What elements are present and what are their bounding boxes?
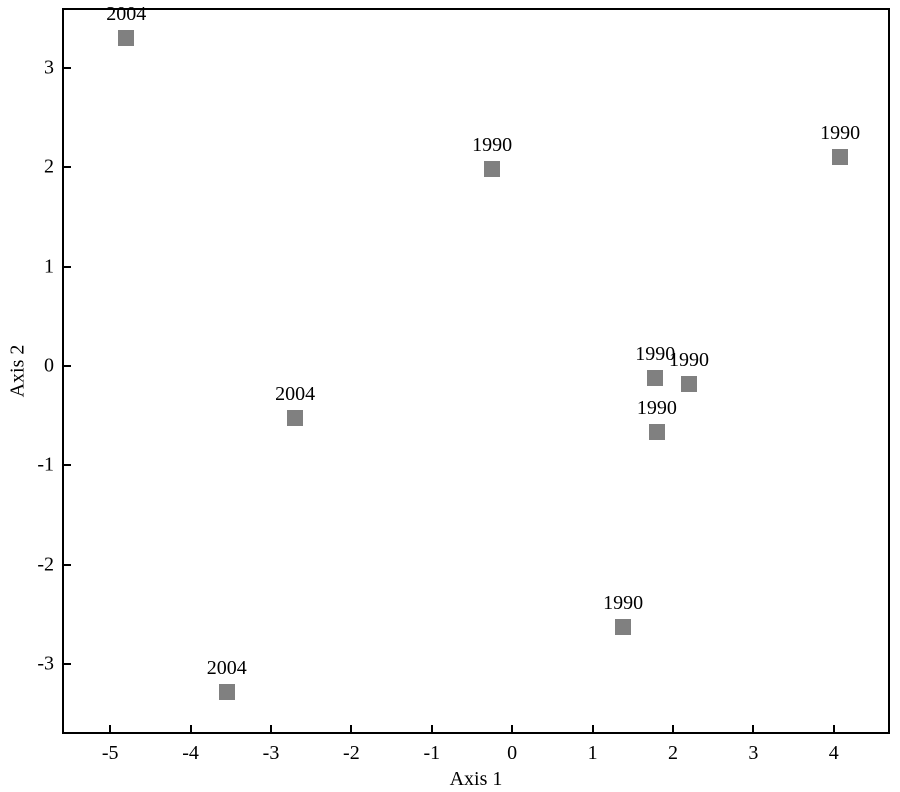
x-tick-label: 4	[829, 742, 839, 765]
x-tick	[672, 725, 674, 734]
y-tick	[62, 365, 71, 367]
x-tick-label: -2	[343, 742, 360, 765]
x-tick-label: 0	[507, 742, 517, 765]
y-tick	[62, 67, 71, 69]
x-tick	[431, 725, 433, 734]
data-point	[484, 161, 500, 177]
x-tick	[109, 725, 111, 734]
y-tick-label: 2	[44, 156, 54, 179]
y-tick-label: 1	[44, 255, 54, 278]
y-tick-label: -1	[37, 454, 54, 477]
x-tick	[190, 725, 192, 734]
x-tick	[511, 725, 513, 734]
x-tick-label: 1	[588, 742, 598, 765]
x-tick-label: -1	[423, 742, 440, 765]
x-tick-label: -3	[263, 742, 280, 765]
x-tick	[592, 725, 594, 734]
data-point-label: 1990	[669, 349, 709, 372]
x-tick-label: 2	[668, 742, 678, 765]
x-tick-label: -5	[102, 742, 119, 765]
x-tick-label: -4	[182, 742, 199, 765]
data-point-label: 2004	[207, 657, 247, 680]
y-tick-label: 0	[44, 355, 54, 378]
data-point	[681, 376, 697, 392]
y-tick	[62, 166, 71, 168]
scatter-chart: -5 -4 -3 -2 -1 0 1 2 3 4 Axis 1 -3 -2 -1 0 1 2 3 Axis 2 200…	[0, 0, 900, 792]
data-point-label: 1990	[603, 592, 643, 615]
data-point	[118, 30, 134, 46]
data-point-label: 2004	[106, 3, 146, 26]
x-tick	[270, 725, 272, 734]
data-point-label: 1990	[820, 122, 860, 145]
data-point	[647, 370, 663, 386]
y-tick-label: -3	[37, 653, 54, 676]
y-tick	[62, 663, 71, 665]
data-point	[615, 619, 631, 635]
x-axis-label: Axis 1	[450, 768, 503, 791]
data-point-label: 2004	[275, 383, 315, 406]
data-point	[219, 684, 235, 700]
data-point	[287, 410, 303, 426]
data-point	[649, 424, 665, 440]
data-point	[832, 149, 848, 165]
data-point-label: 1990	[472, 134, 512, 157]
x-tick	[752, 725, 754, 734]
x-tick	[350, 725, 352, 734]
y-axis-label: Axis 2	[7, 345, 30, 398]
data-point-label: 1990	[637, 397, 677, 420]
y-tick-label: -2	[37, 553, 54, 576]
x-tick-label: 3	[748, 742, 758, 765]
y-tick-label: 3	[44, 56, 54, 79]
y-tick	[62, 464, 71, 466]
y-tick	[62, 266, 71, 268]
plot-area	[62, 8, 890, 734]
y-tick	[62, 564, 71, 566]
x-tick	[833, 725, 835, 734]
